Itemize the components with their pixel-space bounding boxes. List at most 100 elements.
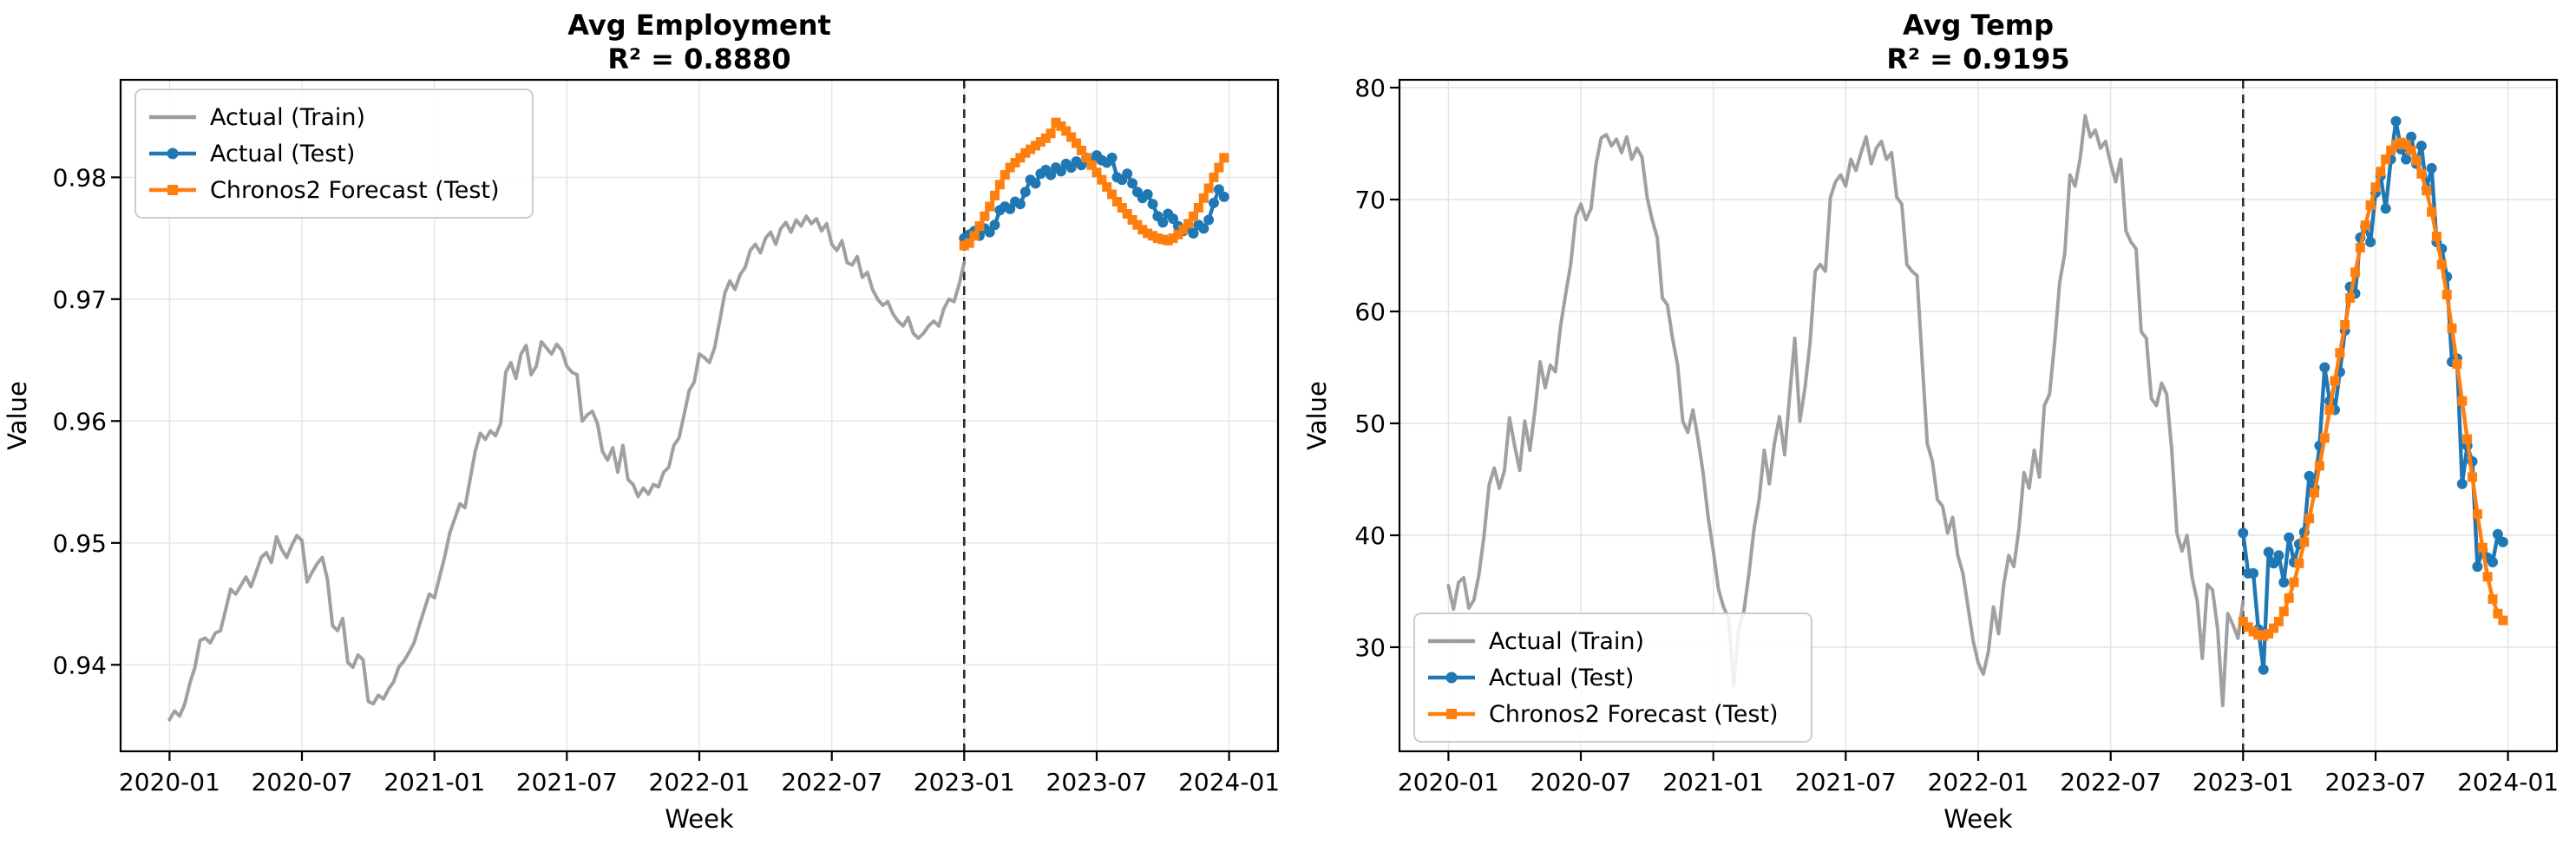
data-point-circle [2273,550,2284,561]
data-point-circle [1030,178,1041,189]
x-tick-label: 2023-07 [2325,768,2427,796]
data-point-square [1010,158,1020,167]
data-point-square [2289,577,2299,587]
data-point-circle [2319,362,2330,373]
data-point-square [1173,229,1183,239]
data-point-circle [1218,191,1229,202]
x-axis-label: Week [1943,804,2013,834]
data-point-square [2436,259,2447,270]
data-point-square [2370,182,2381,193]
y-tick-label: 0.97 [53,285,107,314]
data-point-square [1020,147,1031,158]
x-tick-label: 2021-07 [1795,768,1897,796]
data-point-square [2452,359,2462,370]
chart-title: Avg Employment [567,9,831,42]
data-point-circle [2492,528,2503,540]
data-point-square [1127,215,1137,225]
data-point-square [2304,514,2315,524]
employment-chart: 2020-01 2020-07 2021-01 2021-07 2022-01 2022-… [3,9,1280,834]
x-tick-label: 2021-01 [1662,768,1764,796]
temp-chart: 2020-01 2020-07 2021-01 2021-07 2022-01 2022-… [1302,9,2559,834]
data-point-circle [1157,217,1169,228]
data-point-square [980,211,990,221]
y-tick-label: 0.94 [53,651,107,679]
data-point-square [964,238,974,248]
legend: Actual (Train) Actual (Test) Chronos2 Fore… [1413,612,1812,743]
x-tick-label: 2020-07 [252,768,353,796]
data-point-square [2248,626,2258,637]
data-point-square [1000,170,1010,180]
data-point-square [2335,348,2345,358]
y-axis-label: Value [1302,381,1332,450]
data-point-square [1040,133,1051,143]
data-point-square [2365,200,2376,210]
y-tick-label: 50 [1354,409,1386,438]
chart-title: Avg Temp [1903,9,2054,42]
data-point-circle [2406,131,2417,142]
legend-entry: Actual (Test) [149,141,355,167]
data-point-square [2386,145,2396,155]
data-point-circle [1203,214,1215,226]
x-axis-label: Week [665,804,734,834]
x-tick-label: 2023-07 [1046,768,1148,796]
data-point-circle [1198,223,1209,234]
data-point-square [1066,132,1077,142]
data-point-square [1193,203,1203,213]
data-point-square [2447,323,2457,333]
data-point-square [1168,233,1178,244]
x-tick-label: 2020-01 [1398,768,1499,796]
data-point-circle [2390,115,2402,127]
data-point-circle [2238,527,2249,539]
data-point-square [2472,509,2482,519]
y-tick-label: 0.96 [53,407,107,436]
data-point-circle [2456,478,2468,489]
legend-square-marker [1446,709,1457,719]
legend-label: Actual (Train) [210,104,365,131]
data-point-circle [1213,184,1224,195]
data-point-square [1076,146,1086,155]
forecast-markers [959,117,1229,251]
y-axis-label: Value [3,381,32,450]
data-point-circle [2415,141,2427,152]
data-point-circle [2497,536,2508,547]
x-tick-label: 2022-07 [781,768,882,796]
legend-entry: Actual (Train) [1428,628,1644,655]
data-point-circle [2284,532,2295,543]
legend-entry: Actual (Train) [149,104,365,131]
data-point-square [1081,153,1091,163]
data-point-square [1157,234,1168,245]
data-point-circle [1005,203,1016,214]
forecast-markers [2238,137,2508,641]
data-point-circle [2401,154,2412,165]
data-point-square [1132,219,1143,230]
data-point-square [1031,141,1040,151]
data-point-square [1061,126,1072,136]
data-point-square [2391,140,2401,150]
data-point-square [2314,461,2324,471]
data-point-square [1137,225,1148,235]
data-point-square [2273,616,2284,626]
data-point-square [2462,434,2473,444]
data-point-square [2396,137,2406,147]
data-point-circle [2472,561,2483,573]
data-point-square [1178,225,1189,235]
data-point-square [1143,228,1153,239]
data-point-circle [1122,168,1133,180]
data-point-square [1045,128,1056,139]
train-line [167,214,967,722]
x-tick-label: 2022-01 [649,768,751,796]
y-tick-labels: 0.94 0.95 0.96 0.97 0.98 [53,163,107,679]
x-tick-label: 2020-01 [119,768,220,796]
data-point-square [1209,172,1219,182]
y-tick-label: 0.95 [53,529,107,558]
data-point-square [2488,594,2498,605]
data-point-circle [1106,152,1118,163]
data-point-square [1026,144,1036,154]
data-point-square [1203,183,1214,193]
legend-label: Actual (Test) [1489,665,1634,691]
data-point-square [2477,542,2488,553]
data-point-square [1005,162,1015,173]
tick-marks [111,176,1230,761]
legend-circle-marker [1445,671,1458,684]
